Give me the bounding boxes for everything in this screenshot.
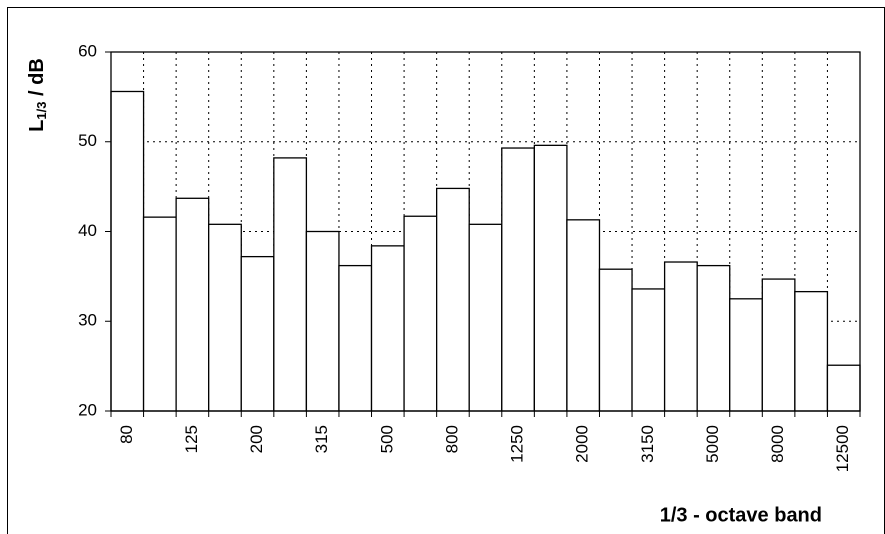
bar	[305, 230, 340, 412]
y-title-main: L	[26, 120, 48, 132]
x-tick-label: 125	[182, 425, 201, 453]
bar	[663, 261, 698, 412]
bar	[436, 187, 470, 412]
x-tick-label: 8000	[768, 425, 787, 463]
x-tick-label: 200	[247, 425, 266, 453]
bar	[501, 147, 535, 412]
bar	[566, 219, 601, 412]
y-tick-label: 60	[78, 41, 97, 60]
bar	[338, 264, 373, 412]
y-tick-label: 20	[78, 400, 97, 419]
bar	[729, 298, 763, 412]
y-axis-title: L1/3 / dB	[26, 58, 49, 132]
x-tick-label: 315	[312, 425, 331, 453]
bar	[631, 288, 666, 412]
x-tick-label: 2000	[573, 425, 592, 463]
bar	[598, 268, 633, 412]
plot-frame	[110, 51, 861, 412]
bar	[208, 223, 242, 412]
bar	[110, 90, 145, 412]
bar	[761, 278, 796, 412]
bar	[696, 264, 731, 412]
y-tick-label: 50	[78, 131, 97, 150]
bar	[142, 216, 177, 412]
y-title-sub: 1/3	[34, 102, 49, 120]
bar	[794, 290, 829, 412]
x-tick-label: 1250	[508, 425, 527, 463]
x-tick-label: 12500	[833, 425, 852, 472]
x-tick-label: 5000	[703, 425, 722, 463]
x-tick-label: 3150	[638, 425, 657, 463]
bar	[240, 255, 275, 412]
bar	[403, 215, 438, 412]
bar	[468, 223, 503, 412]
bar	[175, 197, 210, 412]
x-tick-label: 800	[442, 425, 461, 453]
y-tick-label: 40	[78, 221, 97, 240]
y-title-rest: / dB	[26, 58, 48, 101]
bar	[273, 157, 308, 412]
x-tick-label: 500	[377, 425, 396, 453]
y-tick-label: 30	[78, 311, 97, 330]
bar	[826, 364, 861, 412]
x-axis-title: 1/3 - octave band	[660, 504, 822, 526]
bar	[533, 144, 568, 412]
bar	[370, 245, 405, 412]
x-tick-label: 80	[117, 425, 136, 444]
